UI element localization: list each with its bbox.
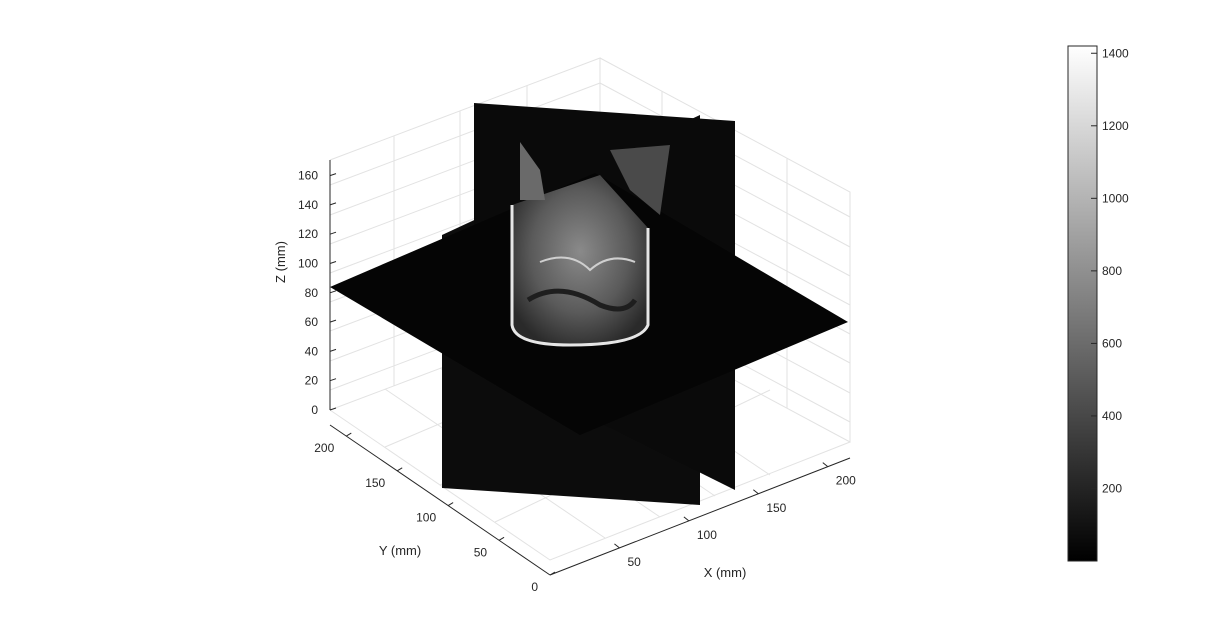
y-tick-label: 100 xyxy=(416,511,436,525)
y-tick-mark xyxy=(396,467,403,472)
z-tick-mark xyxy=(329,290,337,294)
colorbar: 200 400 600 800 1000 1200 1400 xyxy=(1067,45,1129,562)
z-tick-mark xyxy=(329,173,337,177)
colorbar-tick-label: 800 xyxy=(1102,264,1122,278)
x-tick-mark xyxy=(683,516,690,522)
slice-planes xyxy=(330,103,848,505)
x-tick-mark xyxy=(822,462,829,468)
z-tick-label: 20 xyxy=(305,374,319,388)
z-tick-mark xyxy=(329,261,337,264)
colorbar-tick-label: 1400 xyxy=(1102,46,1129,60)
z-tick-mark xyxy=(329,348,337,352)
colorbar-tick-label: 1000 xyxy=(1102,191,1129,205)
colorbar-tick-label: 1200 xyxy=(1102,119,1129,133)
x-tick-label: 100 xyxy=(697,528,717,542)
colorbar-tick-label: 600 xyxy=(1102,336,1122,350)
z-tick-label: 60 xyxy=(305,315,319,329)
coronal-knee-image xyxy=(510,142,670,347)
z-tick-label: 160 xyxy=(298,169,318,183)
axis-lines xyxy=(329,160,851,576)
colorbar-gradient xyxy=(1067,45,1098,562)
z-tick-label: 140 xyxy=(298,198,318,212)
y-tick-mark xyxy=(447,502,454,506)
x-tick-label: 50 xyxy=(627,555,641,569)
y-tick-mark xyxy=(346,432,352,437)
y-axis-ticks: 0 50 100 150 200 xyxy=(314,432,556,594)
y-tick-label: 50 xyxy=(474,545,488,559)
z-tick-mark xyxy=(329,202,337,206)
x-axis-ticks: 50 100 150 200 xyxy=(614,462,856,569)
z-axis-ticks: 0 20 40 60 80 100 120 140 160 xyxy=(298,169,337,417)
y-axis-label: Y (mm) xyxy=(379,543,421,558)
z-tick-mark xyxy=(329,319,337,323)
y-tick-mark xyxy=(498,536,505,541)
z-tick-mark xyxy=(329,407,337,411)
x-axis-label: X (mm) xyxy=(704,565,747,580)
y-tick-mark xyxy=(549,571,556,576)
z-tick-label: 120 xyxy=(298,227,318,241)
colorbar-tick-label: 400 xyxy=(1102,409,1122,423)
z-tick-label: 80 xyxy=(305,286,319,300)
z-tick-label: 40 xyxy=(305,344,319,358)
z-axis-label: Z (mm) xyxy=(273,241,288,283)
y-tick-label: 0 xyxy=(531,580,538,594)
x-tick-mark xyxy=(753,489,759,495)
colorbar-tick-label: 200 xyxy=(1102,481,1122,495)
x-tick-mark xyxy=(614,543,620,549)
z-tick-mark xyxy=(329,378,337,382)
colorbar-ticks: 200 400 600 800 1000 1200 1400 xyxy=(1091,46,1129,495)
x-tick-label: 200 xyxy=(836,474,856,488)
x-tick-label: 150 xyxy=(766,501,786,515)
z-tick-label: 0 xyxy=(311,403,318,417)
z-tick-label: 100 xyxy=(298,257,318,271)
y-tick-label: 200 xyxy=(314,441,334,455)
z-tick-mark xyxy=(329,231,337,235)
y-tick-label: 150 xyxy=(365,476,385,490)
